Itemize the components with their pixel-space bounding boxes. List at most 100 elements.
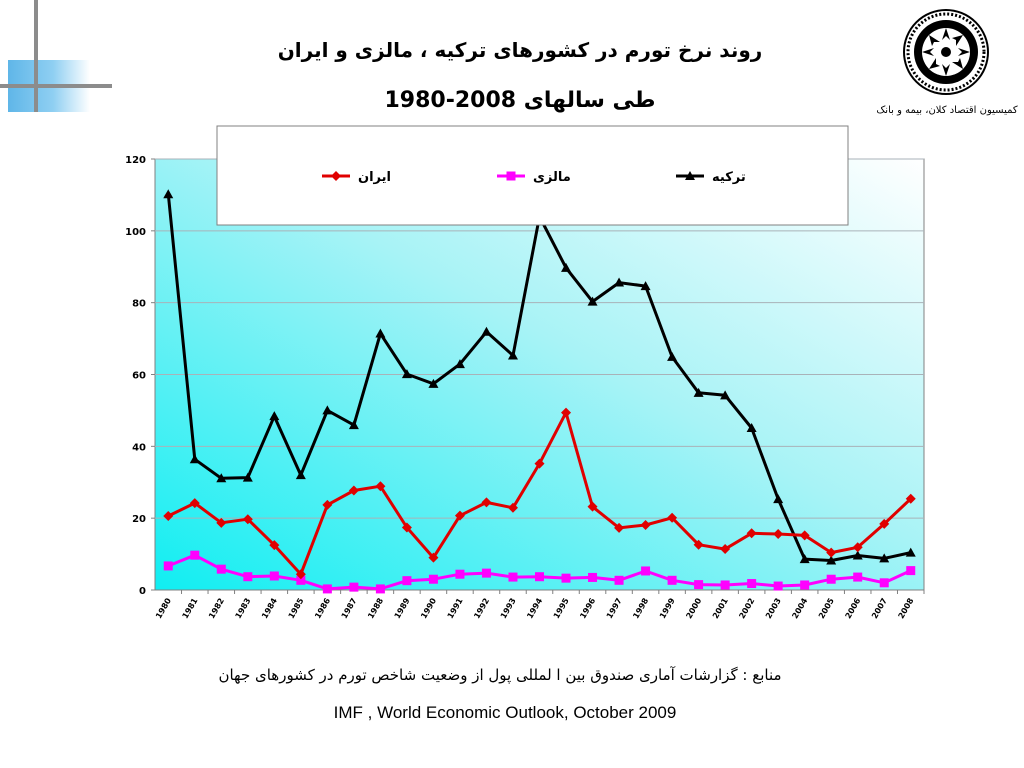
x-tick-label: 1985 (287, 596, 306, 620)
data-point (640, 281, 651, 291)
data-point (269, 540, 280, 551)
data-point (561, 262, 572, 272)
data-point (799, 554, 810, 564)
x-tick-label: 1984 (260, 596, 279, 620)
data-point (401, 522, 412, 533)
data-point (614, 277, 625, 287)
legend-marker (685, 171, 695, 180)
data-point (800, 580, 810, 590)
x-tick-label: 1987 (340, 597, 359, 621)
legend-marker (331, 171, 341, 181)
data-point (720, 544, 731, 555)
data-point (614, 522, 625, 533)
data-point (693, 387, 704, 397)
data-point (189, 454, 200, 464)
data-point (852, 550, 863, 560)
chamber-of-commerce-logo (903, 9, 989, 95)
data-point (481, 326, 492, 336)
x-tick-label: 1980 (154, 596, 173, 620)
legend-entry: ایران (322, 170, 391, 185)
data-point (720, 390, 731, 400)
data-point (269, 571, 279, 581)
data-point (826, 555, 837, 565)
data-point (375, 584, 385, 594)
data-point (799, 530, 810, 541)
data-point (189, 498, 200, 509)
data-point (348, 485, 359, 496)
x-tick-label: 2001 (711, 596, 730, 620)
logo-caption: کمیسیون اقتصاد کلان، بیمه و بانک (876, 105, 1018, 116)
data-point (773, 581, 783, 591)
source-note-english: IMF , World Economic Outlook, October 20… (333, 703, 677, 722)
x-tick-label: 1993 (499, 597, 518, 621)
x-tick-label: 1982 (207, 597, 226, 621)
data-point (454, 510, 465, 521)
legend-entry: مالزی (497, 170, 571, 185)
data-point (454, 359, 465, 369)
x-tick-label: 1992 (472, 597, 491, 621)
y-tick-label: 60 (132, 371, 146, 382)
data-point (561, 407, 572, 418)
x-tick-label: 2007 (870, 597, 889, 621)
x-tick-label: 1981 (181, 596, 200, 620)
data-point (826, 547, 837, 558)
data-point (879, 578, 889, 588)
x-tick-label: 1989 (393, 596, 412, 620)
y-tick-label: 100 (125, 227, 146, 238)
legend-label: ترکیه (712, 170, 746, 185)
data-point (375, 481, 386, 492)
slide-title: روند نرخ تورم در کشورهای ترکیه ، مالزی و… (277, 38, 763, 62)
data-point (428, 574, 438, 584)
y-tick-label: 20 (132, 514, 146, 525)
data-point (852, 542, 863, 553)
slide-subtitle: طی سالهای 2008-1980 (384, 88, 656, 113)
data-point (348, 420, 359, 430)
data-point (746, 423, 757, 433)
x-tick-label: 1986 (313, 596, 332, 620)
series-2 (163, 407, 916, 580)
data-point (190, 550, 200, 560)
y-tick-label: 80 (132, 299, 146, 310)
data-point (163, 189, 174, 199)
x-tick-label: 2002 (737, 597, 756, 621)
decorative-vertical-line (34, 0, 38, 112)
data-point (242, 514, 253, 525)
x-tick-label: 1983 (234, 597, 253, 621)
data-point (322, 405, 333, 415)
legend-marker (506, 171, 516, 181)
data-point (163, 561, 173, 571)
x-tick-label: 1994 (525, 596, 544, 620)
y-tick-label: 0 (139, 586, 146, 597)
data-point (588, 572, 598, 582)
x-tick-label: 1988 (366, 596, 385, 620)
data-point (667, 351, 678, 361)
data-point (587, 501, 598, 512)
data-point (746, 528, 757, 539)
x-tick-label: 2008 (897, 596, 916, 620)
data-point (402, 576, 412, 586)
data-point (561, 573, 571, 583)
x-tick-label: 2006 (844, 596, 863, 620)
data-point (508, 572, 518, 582)
data-point (216, 517, 227, 528)
x-tick-label: 2000 (684, 596, 703, 620)
data-point (535, 572, 544, 582)
data-point (375, 328, 386, 338)
x-tick-label: 1999 (658, 596, 677, 620)
data-point (295, 470, 306, 480)
data-point (216, 473, 227, 483)
data-point (243, 572, 253, 582)
data-point (826, 574, 836, 584)
x-tick-label: 1998 (631, 596, 650, 620)
data-point (853, 572, 863, 582)
data-point (905, 493, 916, 504)
legend-label: ایران (358, 170, 391, 185)
data-point (401, 369, 412, 379)
data-point (428, 378, 439, 388)
data-point (773, 528, 784, 539)
x-tick-label: 2003 (764, 597, 783, 621)
legend-entry: ترکیه (676, 170, 746, 185)
x-tick-label: 1995 (552, 596, 571, 620)
data-point (587, 296, 598, 306)
